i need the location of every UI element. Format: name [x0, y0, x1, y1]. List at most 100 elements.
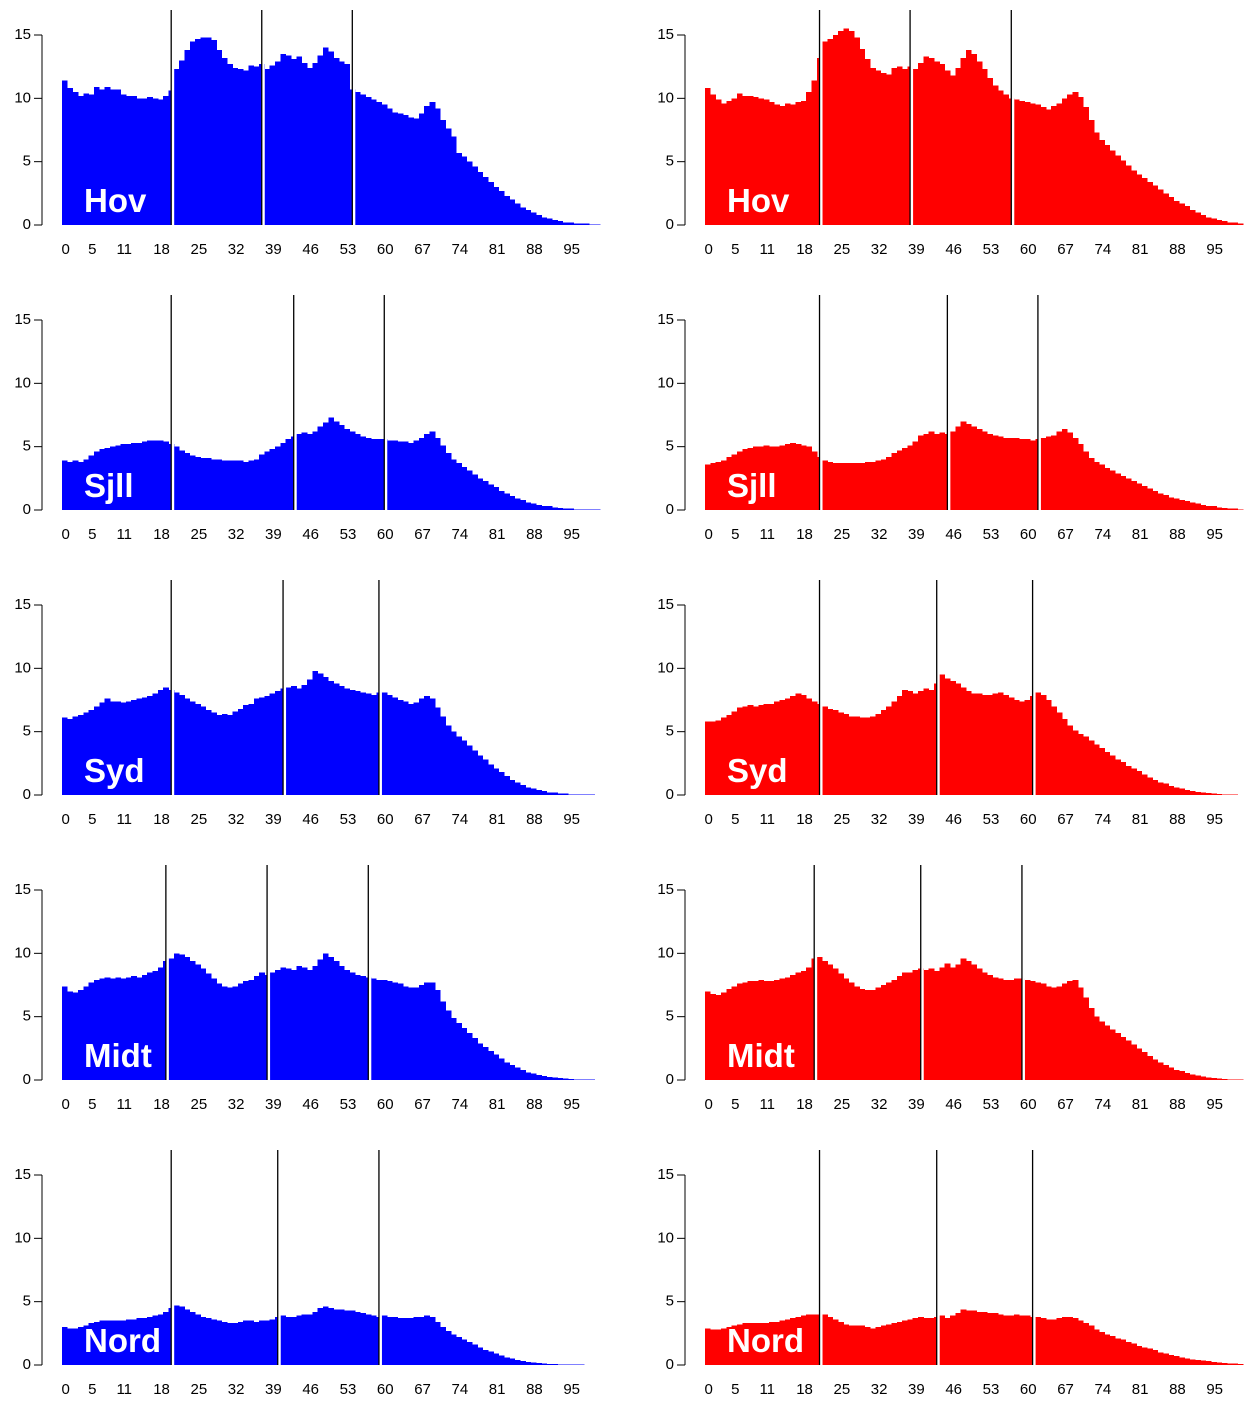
bar	[950, 431, 956, 510]
bar	[1099, 1022, 1105, 1080]
bar	[710, 722, 716, 795]
bar	[62, 81, 68, 225]
bar	[568, 1079, 574, 1080]
bar	[1110, 1029, 1116, 1080]
bar	[1195, 212, 1201, 225]
bar	[796, 444, 802, 510]
bar	[158, 690, 164, 795]
bar	[1216, 794, 1222, 795]
bar	[254, 976, 260, 1080]
bar	[828, 462, 834, 510]
bar	[163, 96, 169, 225]
bar	[812, 1314, 818, 1365]
bar	[557, 508, 563, 510]
panel-label: Nord	[84, 1322, 161, 1359]
bar	[185, 699, 191, 795]
bar	[488, 182, 494, 225]
bar	[334, 1309, 340, 1365]
bar	[1174, 1070, 1180, 1080]
bar	[875, 714, 881, 795]
bar	[939, 675, 945, 795]
bar	[1067, 95, 1073, 225]
bar	[387, 108, 393, 225]
bar	[1046, 110, 1052, 225]
bar	[977, 429, 983, 510]
bar	[950, 967, 956, 1080]
bar	[190, 701, 196, 795]
bar	[216, 459, 222, 510]
bar	[1041, 1318, 1047, 1365]
bar	[552, 220, 558, 225]
bar	[1105, 1335, 1111, 1365]
panel-label: Midt	[727, 1037, 795, 1074]
bar	[248, 65, 254, 225]
bar	[216, 984, 222, 1080]
bar	[366, 438, 372, 510]
bar	[211, 459, 217, 510]
bar	[1195, 792, 1201, 795]
x-tick-label: 60	[377, 241, 394, 258]
bar	[398, 442, 404, 510]
bar	[509, 1359, 515, 1365]
bar	[147, 696, 153, 795]
bar	[1099, 140, 1105, 225]
bar	[179, 60, 185, 225]
bar	[1094, 744, 1100, 795]
bar	[344, 429, 350, 510]
bar	[67, 88, 73, 225]
y-tick-label: 15	[657, 26, 674, 43]
bar	[456, 737, 462, 795]
bar	[913, 69, 919, 225]
bar	[1174, 787, 1180, 795]
bar	[891, 980, 897, 1080]
bar	[1168, 497, 1174, 510]
bar	[790, 443, 796, 510]
bar	[1147, 488, 1153, 510]
bar	[716, 462, 722, 510]
bar	[477, 1347, 483, 1365]
bar	[222, 986, 228, 1080]
bar	[812, 81, 818, 225]
bar	[232, 711, 238, 795]
bar	[1073, 438, 1079, 510]
bar	[966, 691, 972, 795]
bar	[595, 224, 601, 225]
bar	[1222, 1363, 1228, 1365]
bar	[419, 699, 425, 795]
x-tick-label: 60	[1020, 1381, 1037, 1398]
y-tick-label: 0	[666, 501, 674, 518]
bar	[1179, 1071, 1185, 1080]
bar	[456, 463, 462, 510]
bar	[1009, 1316, 1015, 1365]
x-tick-label: 39	[265, 811, 282, 828]
bar	[710, 1330, 716, 1365]
x-tick-label: 81	[1132, 811, 1149, 828]
x-tick-label: 18	[153, 1096, 170, 1113]
bar	[339, 686, 345, 795]
bar	[195, 457, 201, 510]
y-tick-label: 15	[657, 311, 674, 328]
bar	[568, 222, 574, 225]
bar	[430, 102, 436, 225]
x-tick-label: 11	[116, 241, 132, 258]
bar	[206, 710, 212, 795]
x-tick-label: 67	[1057, 241, 1074, 258]
bar	[1014, 100, 1020, 225]
x-tick-label: 81	[1132, 241, 1149, 258]
x-tick-label: 46	[302, 526, 319, 543]
x-tick-label: 81	[489, 811, 506, 828]
bar	[435, 1322, 441, 1365]
bar	[67, 719, 73, 795]
bar	[222, 1322, 228, 1365]
bar	[1190, 1074, 1196, 1080]
x-tick-label: 74	[451, 1381, 468, 1398]
bar	[1089, 741, 1095, 795]
bar	[1019, 101, 1025, 225]
bar	[886, 74, 892, 225]
bar	[716, 100, 722, 225]
bar	[312, 63, 318, 225]
bar	[849, 1326, 855, 1365]
x-tick-label: 46	[945, 811, 962, 828]
